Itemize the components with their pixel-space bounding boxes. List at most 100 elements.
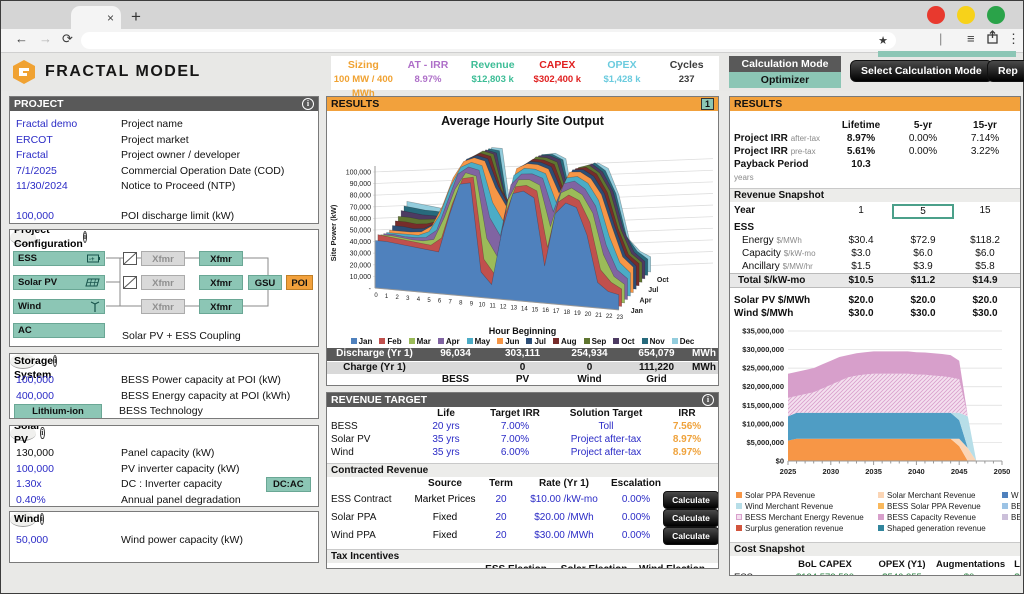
maximize-window-icon[interactable]	[987, 6, 1005, 24]
more-icon[interactable]: ⋮	[1007, 31, 1020, 47]
poi-box[interactable]: POI	[286, 275, 313, 290]
legend-item: Shaped generation revenue	[878, 523, 986, 534]
legend-item: Jan	[351, 337, 373, 346]
svg-text:7: 7	[449, 300, 453, 306]
info-icon[interactable]: i	[702, 394, 714, 406]
xfmr-box-disabled[interactable]: Xfmr	[141, 275, 185, 290]
field-value[interactable]: 7/1/2025	[14, 164, 121, 180]
field-value[interactable]: 100,000	[14, 462, 121, 478]
xfmr-box[interactable]: Xfmr	[199, 275, 243, 290]
xfmr-box-disabled[interactable]: Xfmr	[141, 251, 185, 266]
month-legend: JanFebMarAprMayJunJulAugSepOctNovDec	[327, 336, 718, 348]
project-panel-title: PROJECT	[14, 97, 64, 111]
inverter-icon[interactable]	[123, 252, 137, 265]
hourly-results-panel: RESULTS1 Average Hourly Site Output 100,…	[326, 96, 719, 386]
menu-icon[interactable]: ≡	[967, 31, 975, 46]
calculate-button[interactable]: Calculate	[663, 491, 719, 509]
field-value[interactable]: Fractal	[14, 148, 121, 164]
revenue-target-panel: REVENUE TARGETi LifeTarget IRRSolution T…	[326, 392, 719, 569]
reload-icon[interactable]: ⟳	[62, 31, 73, 47]
field-row: ERCOTProject market	[14, 133, 314, 149]
legend-item: Dec	[672, 337, 695, 346]
cost-row: ESS$124,572,590$546,355$0$	[730, 572, 1020, 577]
revenue-forecast-chart: $0$5,000,000$10,000,000$15,000,000$20,00…	[730, 323, 1018, 489]
contracted-row: Wind PPAFixed20$30.00 /MWh0.00%Calculate	[327, 527, 718, 545]
field-row: 100,000BESS Power capacity at POI (kW)	[14, 373, 314, 389]
field-row: 7/1/2025Commercial Operation Date (COD)	[14, 164, 314, 180]
svg-text:70,000: 70,000	[350, 204, 372, 211]
bookmark-star-icon[interactable]: ★	[878, 34, 888, 47]
year-cell[interactable]: 1	[830, 204, 892, 219]
field-value[interactable]: 100,000	[14, 373, 121, 389]
new-tab-button[interactable]: +	[131, 8, 141, 25]
svg-text:80,000: 80,000	[350, 193, 372, 200]
gsu-box[interactable]: GSU	[248, 275, 282, 290]
select-calculation-mode-button[interactable]: Select Calculation Mode	[850, 60, 993, 82]
energy-storage-panel: Energy Storage Systemi 100,000BESS Power…	[9, 353, 319, 419]
calculation-mode-value[interactable]: Optimizer	[729, 72, 841, 88]
field-row: Lithium-ionBESS Technology	[14, 404, 314, 419]
field-value[interactable]: 100,000	[14, 209, 121, 225]
field-row: 100,000POI discharge limit (kW)	[14, 209, 314, 225]
report-button[interactable]: Rep	[987, 60, 1024, 82]
calculate-button[interactable]: Calculate	[663, 527, 719, 545]
svg-text:Oct: Oct	[657, 277, 669, 284]
calculate-button[interactable]: Calculate	[663, 509, 719, 527]
info-icon[interactable]: i	[83, 231, 87, 243]
svg-text:15: 15	[532, 307, 539, 313]
revenue-target-row: BESS20 yrs7.00%Toll7.56%	[327, 420, 718, 433]
header-accent-strip	[878, 51, 1016, 57]
technology-chip[interactable]: Lithium-ion	[14, 404, 102, 419]
address-bar[interactable]: ★	[81, 32, 896, 49]
field-row: Fractal demoProject name	[14, 117, 314, 133]
field-value[interactable]: 1.30x	[14, 477, 121, 493]
browser-tab[interactable]: ×	[71, 6, 121, 29]
solar-pv-panel: Solar PVi 130,000Panel capacity (kW)100,…	[9, 425, 319, 507]
field-value[interactable]: 0.40%	[14, 493, 121, 508]
info-icon[interactable]: i	[302, 98, 314, 110]
field-value[interactable]: Fractal demo	[14, 117, 121, 133]
xfmr-box-disabled[interactable]: Xfmr	[141, 299, 185, 314]
forward-icon[interactable]: →	[39, 31, 52, 46]
config-ac-box[interactable]: AC	[13, 323, 105, 338]
year-row: Year1515	[730, 204, 1020, 219]
xfmr-box[interactable]: Xfmr	[199, 251, 243, 266]
field-value[interactable]: 400,000	[14, 389, 121, 405]
minimize-window-icon[interactable]	[957, 6, 975, 24]
info-icon[interactable]: i	[40, 513, 44, 525]
info-icon[interactable]: i	[53, 355, 57, 367]
page-badge[interactable]: 1	[701, 98, 714, 110]
field-value[interactable]: 11/30/2024	[14, 179, 121, 195]
dc-ac-chip[interactable]: DC:AC	[266, 477, 311, 492]
config-solar-box[interactable]: Solar PV	[13, 275, 105, 290]
svg-text:3: 3	[406, 296, 410, 302]
field-label: POI discharge limit (kW)	[121, 209, 234, 225]
close-window-icon[interactable]	[927, 6, 945, 24]
year-cell[interactable]: 5	[892, 204, 954, 219]
field-value[interactable]: ERCOT	[14, 133, 121, 149]
irr-row: Payback Period years10.3	[730, 158, 1020, 184]
irr-row: Project IRR pre-tax5.61%0.00%3.22%	[730, 145, 1020, 158]
tab-close-icon[interactable]: ×	[107, 12, 114, 24]
year-cell[interactable]: 15	[954, 204, 1016, 219]
calculation-mode-box: Calculation Mode Optimizer	[729, 56, 841, 88]
svg-text:40,000: 40,000	[350, 239, 372, 246]
share-icon[interactable]	[986, 30, 999, 44]
info-icon[interactable]: i	[40, 427, 44, 439]
config-wind-box[interactable]: Wind	[13, 299, 105, 314]
field-row: 50,000Wind power capacity (kW)	[14, 533, 314, 549]
svg-text:23: 23	[616, 315, 623, 321]
config-ess-box[interactable]: ESS-+	[13, 251, 105, 266]
inverter-icon[interactable]	[123, 276, 137, 289]
snapshot-row: Wind $/MWh$30.0$30.0$30.0	[730, 307, 1020, 320]
browser-tabstrip: × +	[1, 1, 1023, 29]
svg-text:14: 14	[521, 306, 528, 312]
svg-text:50,000: 50,000	[350, 228, 372, 235]
field-value[interactable]: 50,000	[14, 533, 121, 549]
legend-item: Feb	[379, 337, 401, 346]
revenue-target-row: Solar PV35 yrs7.00%Project after-tax8.97…	[327, 433, 718, 446]
xfmr-box[interactable]: Xfmr	[199, 299, 243, 314]
field-row: 1.30xDC : Inverter capacityDC:AC	[14, 477, 314, 493]
results-panel-title: RESULTS	[331, 97, 379, 111]
back-icon[interactable]: ←	[15, 31, 28, 46]
